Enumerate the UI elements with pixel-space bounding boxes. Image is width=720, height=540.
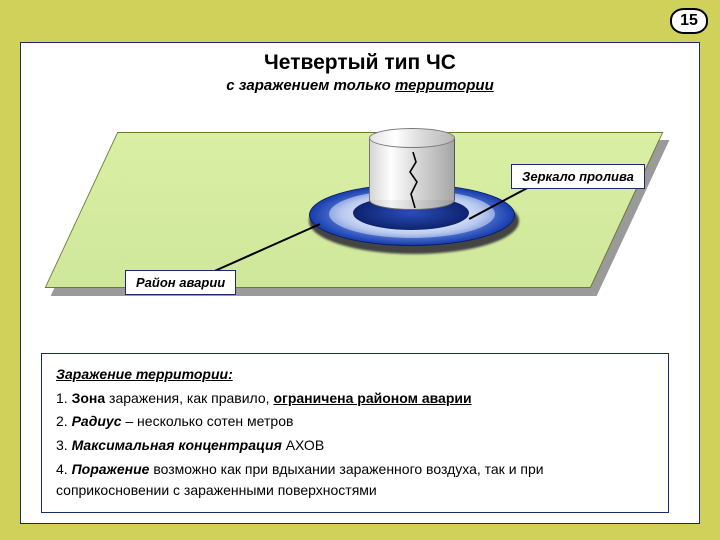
subtitle-prefix: с заражением только (226, 77, 395, 94)
tank-top-ellipse (369, 128, 455, 148)
label-accident-area-text: Район аварии (136, 275, 225, 290)
page-number-badge: 15 (670, 8, 708, 34)
info-item-3: 3. Максимальная концентрация АХОВ (56, 435, 654, 457)
info-item-1: 1. Зона заражения, как правило, ограниче… (56, 388, 654, 410)
info-item-4: 4. Поражение возможно как при вдыхании з… (56, 459, 654, 502)
page-number-text: 15 (680, 12, 698, 30)
page-subtitle: с заражением только территории (21, 77, 699, 94)
info-box: Заражение территории: 1. Зона заражения,… (41, 353, 669, 513)
label-spill-mirror-text: Зеркало пролива (522, 169, 634, 184)
info-item-2: 2. Радиус – несколько сотен метров (56, 411, 654, 433)
main-frame: Четвертый тип ЧС с заражением только тер… (20, 42, 700, 524)
diagram: Зеркало пролива Район аварии (81, 106, 639, 306)
label-spill-mirror: Зеркало пролива (511, 164, 645, 189)
info-heading: Заражение территории: (56, 364, 654, 386)
header: Четвертый тип ЧС с заражением только тер… (21, 43, 699, 100)
tank-crack-icon (407, 152, 421, 208)
subtitle-emph: территории (395, 77, 494, 94)
label-accident-area: Район аварии (125, 270, 236, 295)
page-title: Четвертый тип ЧС (21, 51, 699, 75)
